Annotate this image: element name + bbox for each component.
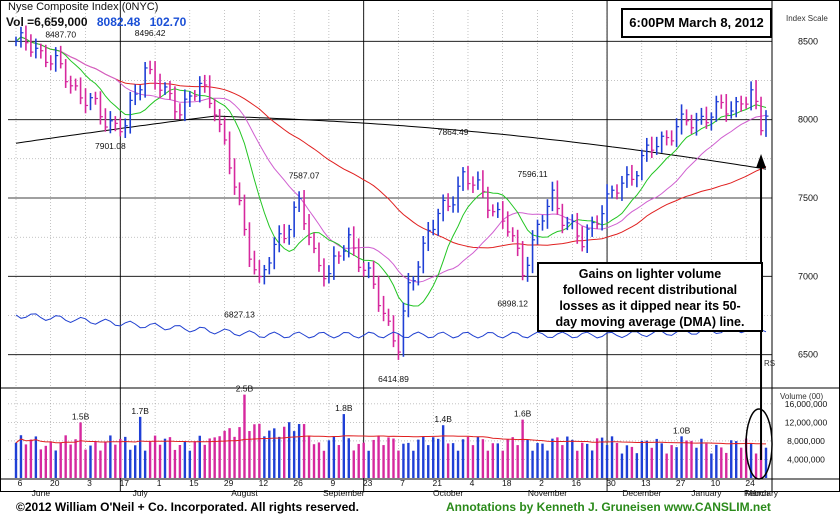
x-day-label: 24 xyxy=(745,478,755,488)
volume-label: 1.8B xyxy=(335,403,353,413)
x-day-label: 6 xyxy=(18,478,23,488)
annotation-line: Gains on lighter volume xyxy=(578,267,722,281)
volume-tick-label: 16,000,000 xyxy=(785,399,828,409)
x-day-label: 16 xyxy=(572,478,582,488)
x-month-label: June xyxy=(32,488,51,498)
annotation-line: losses as it dipped near its 50- xyxy=(559,299,741,313)
price-label: 8496.42 xyxy=(135,28,166,38)
x-day-label: 18 xyxy=(502,478,512,488)
volume-label: 1.0B xyxy=(673,425,691,435)
x-day-label: 4 xyxy=(470,478,475,488)
annotation-line: followed recent distributional xyxy=(562,283,738,297)
close-value: 8082.48 xyxy=(96,15,141,29)
price-tick-label: 6500 xyxy=(798,350,818,360)
ma200-line xyxy=(15,115,767,170)
volume-label: 1.4B xyxy=(434,414,452,424)
x-day-label: 7 xyxy=(400,478,405,488)
index-scale-label: Index Scale xyxy=(786,14,828,23)
volume-label: 1.7B xyxy=(131,406,149,416)
x-day-label: 27 xyxy=(676,478,686,488)
volume-value: Vol =6,659,000 xyxy=(6,15,88,29)
x-day-label: 23 xyxy=(363,478,373,488)
x-month-label: January xyxy=(691,488,722,498)
x-day-label: 17 xyxy=(120,478,130,488)
volume-label: 1.6B xyxy=(514,409,532,419)
x-day-label: 2 xyxy=(539,478,544,488)
annotation-circle xyxy=(745,408,773,480)
volume-tick-label: 8,000,000 xyxy=(787,436,825,446)
rs-label: RS xyxy=(764,359,776,368)
x-month-label: August xyxy=(231,488,258,498)
x-day-label: 20 xyxy=(50,478,60,488)
volume-label: 1.5B xyxy=(72,411,90,421)
annotation-box: Gains on lighter volume followed recent … xyxy=(537,262,763,332)
annotations-credit: Annotations by Kenneth J. Gruneisen www.… xyxy=(446,500,771,514)
copyright-text: ©2012 William O'Neil + Co. Incorporated.… xyxy=(16,500,359,514)
volume-tick-label: 12,000,000 xyxy=(785,417,828,427)
x-month-label: September xyxy=(323,488,365,498)
price-label: 7864.49 xyxy=(438,127,469,137)
price-label: 8487.70 xyxy=(45,29,76,39)
x-month-label: November xyxy=(528,488,567,498)
ma10-line xyxy=(15,36,767,307)
ma50-line xyxy=(15,36,767,249)
price-tick-label: 7500 xyxy=(798,193,818,203)
x-day-label: 29 xyxy=(224,478,234,488)
change-value: 102.70 xyxy=(149,15,187,29)
x-day-label: 10 xyxy=(711,478,721,488)
price-label: 7596.11 xyxy=(518,169,548,179)
x-month-label: December xyxy=(622,488,661,498)
annotation-arrowhead xyxy=(756,154,767,168)
volume-average-line xyxy=(15,435,767,445)
x-day-label: 21 xyxy=(432,478,442,488)
x-day-label: 26 xyxy=(293,478,303,488)
price-label: 6414.89 xyxy=(378,374,409,384)
volume-header: Vol =6,659,000 8082.48 102.70 xyxy=(6,15,186,29)
x-day-label: 3 xyxy=(87,478,92,488)
price-label: 7587.07 xyxy=(289,170,320,180)
price-label: 6827.13 xyxy=(224,309,255,319)
price-tick-label: 7000 xyxy=(798,271,818,281)
rs-line xyxy=(15,313,767,339)
x-day-label: 1 xyxy=(157,478,162,488)
x-day-label: 13 xyxy=(641,478,651,488)
x-month-label: February xyxy=(744,488,779,498)
datetime-box: 6:00PM March 8, 2012 xyxy=(621,8,772,38)
price-label: 6898.12 xyxy=(497,298,528,308)
annotation-line: day moving average (DMA) line. xyxy=(555,315,745,329)
price-tick-label: 8000 xyxy=(798,115,818,125)
ma21-line xyxy=(15,36,767,283)
x-day-label: 15 xyxy=(189,478,199,488)
x-day-label: 30 xyxy=(606,478,616,488)
volume-tick-label: 4,000,000 xyxy=(787,454,825,464)
x-month-label: July xyxy=(133,488,149,498)
volume-label: 2.5B xyxy=(236,384,254,394)
x-month-label: March xyxy=(745,488,769,498)
x-day-label: 12 xyxy=(259,478,269,488)
x-day-label: 9 xyxy=(331,478,336,488)
x-month-label: October xyxy=(433,488,463,498)
chart-frame xyxy=(0,0,840,492)
price-tick-label: 8500 xyxy=(798,36,818,46)
price-label: 7901.08 xyxy=(95,141,126,151)
chart-title: Nyse Composite Index (0NYC) xyxy=(8,1,159,13)
volume-scale-label: Volume (00) xyxy=(780,392,824,401)
